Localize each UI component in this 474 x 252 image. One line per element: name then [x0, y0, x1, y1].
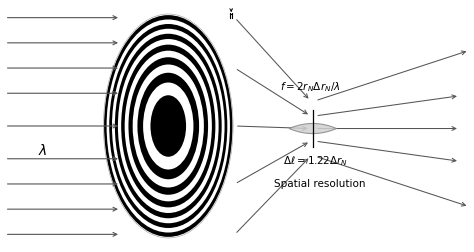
Polygon shape — [289, 123, 337, 134]
Ellipse shape — [107, 19, 230, 233]
Ellipse shape — [104, 15, 232, 237]
Ellipse shape — [150, 95, 186, 157]
Ellipse shape — [125, 51, 212, 201]
Text: Spatial resolution: Spatial resolution — [274, 179, 366, 189]
Ellipse shape — [128, 57, 208, 195]
Text: $f=2r_N\Delta r_N/\lambda$: $f=2r_N\Delta r_N/\lambda$ — [280, 80, 341, 94]
Ellipse shape — [121, 45, 215, 207]
Ellipse shape — [137, 73, 199, 179]
Text: λ: λ — [38, 144, 47, 158]
Ellipse shape — [109, 24, 228, 228]
Ellipse shape — [112, 29, 225, 223]
Ellipse shape — [143, 82, 193, 170]
Ellipse shape — [118, 39, 219, 213]
Text: $\Delta\ell=1.22\Delta r_N$: $\Delta\ell=1.22\Delta r_N$ — [283, 154, 348, 168]
Ellipse shape — [133, 65, 204, 187]
Ellipse shape — [115, 34, 222, 218]
